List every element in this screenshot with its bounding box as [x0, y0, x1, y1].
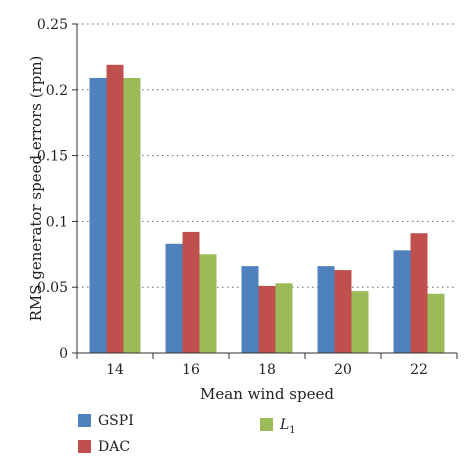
legend-swatch-dac [78, 440, 91, 453]
bar-dac-20 [334, 270, 352, 353]
y-axis-title: RMS generator speed errors (rpm) [27, 56, 45, 322]
legend-label-dac: DAC [98, 439, 130, 455]
x-tick-labels: 14 16 18 20 22 [106, 362, 428, 378]
y-tick-label: 0 [59, 346, 68, 362]
legend-swatch-gspi [78, 414, 91, 427]
bar-dac-14 [106, 64, 124, 354]
bar-gspi-20 [317, 266, 335, 353]
x-axis-title: Mean wind speed [200, 385, 334, 403]
axis-ticks [72, 23, 458, 359]
x-tick-label: 22 [410, 362, 428, 378]
y-tick-label: 0.1 [46, 214, 68, 230]
legend-label-gspi: GSPI [98, 413, 134, 429]
bar-gspi-18 [241, 266, 259, 353]
legend-swatch-l1 [260, 418, 273, 431]
legend-label-l1: L1 [279, 417, 296, 436]
y-tick-label: 0.15 [37, 149, 68, 165]
x-tick-label: 14 [106, 362, 124, 378]
x-tick-label: 20 [334, 362, 352, 378]
bar-l1-16 [199, 254, 217, 353]
legend: GSPI DAC L1 [78, 413, 296, 455]
bar-dac-18 [258, 285, 276, 353]
bar-gspi-16 [165, 243, 183, 353]
bar-gspi-22 [393, 250, 411, 353]
y-tick-label: 0.05 [37, 280, 68, 296]
x-tick-label: 18 [258, 362, 276, 378]
y-tick-label: 0.2 [46, 83, 68, 99]
y-tick-labels: 0 0.05 0.1 0.15 0.2 0.25 [37, 17, 68, 362]
y-tick-label: 0.25 [37, 17, 68, 33]
bar-l1-20 [351, 291, 369, 353]
bar-l1-18 [275, 283, 293, 353]
bar-gspi-14 [89, 77, 107, 354]
x-tick-label: 16 [182, 362, 200, 378]
bar-dac-16 [182, 231, 200, 353]
bar-l1-22 [427, 293, 445, 353]
bar-l1-14 [123, 77, 141, 354]
bars [89, 64, 445, 354]
bar-dac-22 [410, 233, 428, 353]
